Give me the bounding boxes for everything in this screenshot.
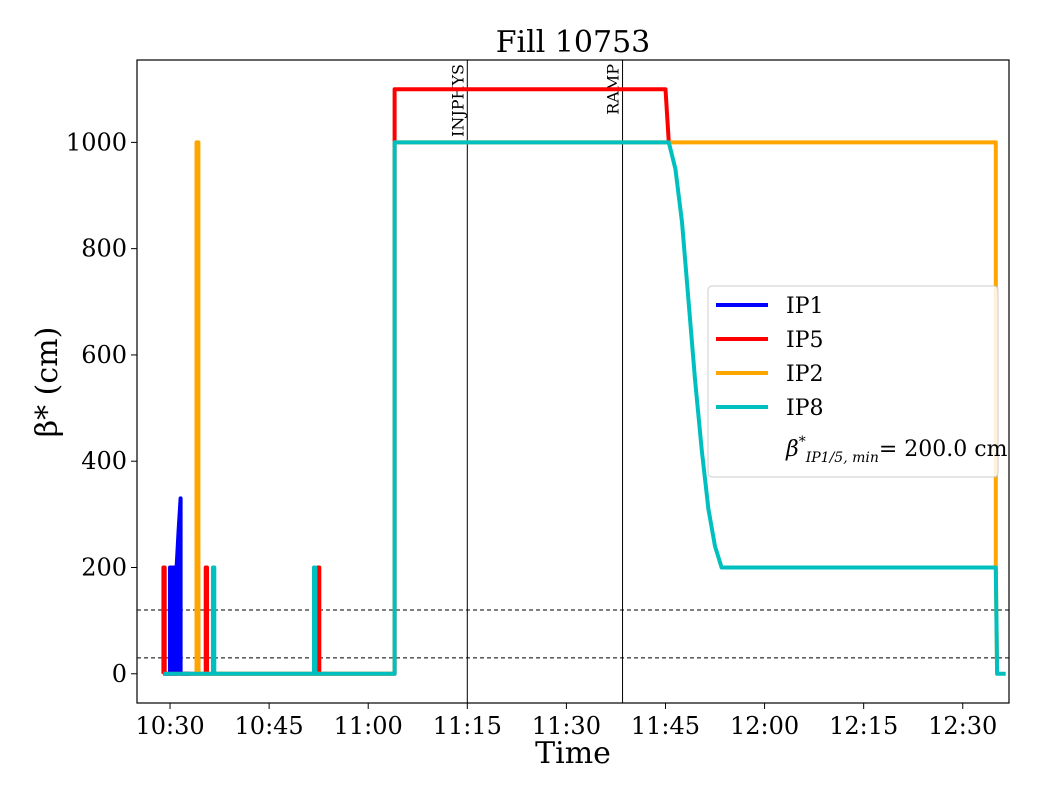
series-line-ip5 [161, 87, 671, 676]
x-tick-label: 12:00 [730, 712, 799, 740]
event-label: INJPHYS [448, 64, 467, 137]
y-tick-label: 400 [81, 447, 127, 475]
y-tick-label: 1000 [66, 128, 127, 156]
legend-label-part: = 200.0 cm [879, 437, 1008, 462]
series-line-ip1 [163, 496, 190, 676]
legend-box [707, 285, 999, 478]
plot-frame [136, 59, 1010, 704]
legend-label-part: * [799, 434, 806, 450]
y-tick-label: 800 [81, 235, 127, 263]
x-tick-label: 10:45 [235, 712, 304, 740]
x-tick-label: 10:30 [135, 712, 204, 740]
legend-label-ip5: IP5 [786, 328, 824, 353]
x-tick-label: 12:30 [928, 712, 997, 740]
x-tick-label: 11:30 [532, 712, 601, 740]
legend-label-part: IP1/5, min [805, 450, 879, 466]
series-line-ip8 [163, 140, 1006, 676]
x-tick-label: 11:45 [631, 712, 700, 740]
legend: IP1 IP5 IP2 IP8 β*IP1/5, min= 200.0 cm [707, 285, 1008, 478]
y-tick-label: 600 [81, 341, 127, 369]
x-tick-label: 12:15 [829, 712, 898, 740]
chart-title: Fill 10753 [496, 25, 651, 60]
x-axis-label: Time [535, 736, 611, 771]
legend-label-part: β [785, 437, 799, 462]
x-tick-label: 11:15 [433, 712, 502, 740]
legend-label-beta-min: β*IP1/5, min= 200.0 cm [785, 434, 1008, 466]
legend-label-ip8: IP8 [786, 396, 824, 421]
y-tick-label: 200 [81, 553, 127, 581]
plot-layer: 10:30 10:45 11:00 11:15 11:30 11:45 12:00 12:15… [66, 60, 1009, 740]
y-tick-label: 0 [112, 660, 127, 688]
legend-label-ip2: IP2 [786, 362, 824, 387]
x-tick-label: 11:00 [334, 712, 403, 740]
y-axis-label: β* (cm) [30, 327, 65, 438]
legend-label-ip1: IP1 [786, 294, 824, 319]
